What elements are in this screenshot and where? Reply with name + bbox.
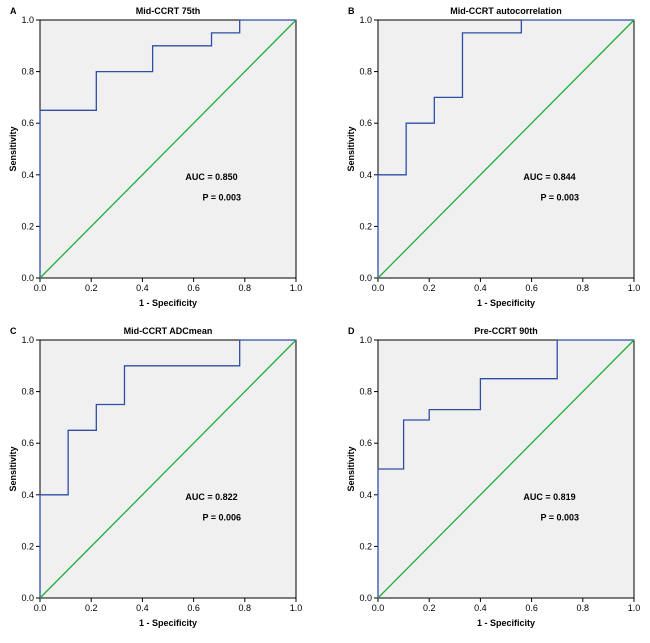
x-tick-label: 1.0 <box>628 603 641 613</box>
x-tick-label: 0.6 <box>187 603 200 613</box>
y-tick-label: 0.6 <box>21 118 34 128</box>
panel-letter: B <box>348 6 355 16</box>
y-tick-label: 0.2 <box>21 221 34 231</box>
y-tick-label: 1.0 <box>359 15 372 25</box>
x-tick-label: 0.0 <box>34 603 47 613</box>
annotation: AUC = 0.850 <box>185 172 237 182</box>
panel: D Pre-CCRT 90th 1 - Specificity Sensitivity… <box>346 326 640 628</box>
y-axis-label: Sensitivity <box>346 446 356 491</box>
x-tick-label: 0.6 <box>187 283 200 293</box>
y-tick-label: 0.6 <box>359 118 372 128</box>
panel-letter: C <box>10 326 17 336</box>
annotation: AUC = 0.844 <box>523 172 575 182</box>
panel: B Mid-CCRT autocorrelation 1 - Specificity… <box>346 6 640 308</box>
y-tick-label: 1.0 <box>359 335 372 345</box>
chart-title: Mid-CCRT ADCmean <box>124 326 213 336</box>
annotation: AUC = 0.822 <box>185 492 237 502</box>
y-tick-label: 0.8 <box>359 67 372 77</box>
reference-line <box>39 339 297 599</box>
x-tick-label: 1.0 <box>290 283 303 293</box>
chart-title: Pre-CCRT 90th <box>474 326 538 336</box>
annotation: P = 0.003 <box>540 193 579 203</box>
x-tick-label: 0.2 <box>85 603 98 613</box>
y-tick-label: 0.8 <box>21 67 34 77</box>
chart-title: Mid-CCRT autocorrelation <box>450 6 562 16</box>
y-tick-label: 0.8 <box>21 387 34 397</box>
x-axis-label: 1 - Specificity <box>139 618 197 628</box>
roc-curve <box>39 339 296 598</box>
x-axis-label: 1 - Specificity <box>477 298 535 308</box>
y-tick-label: 0.4 <box>359 170 372 180</box>
y-tick-label: 0.4 <box>21 490 34 500</box>
reference-line <box>39 19 297 279</box>
y-tick-label: 0.4 <box>21 170 34 180</box>
y-tick-label: 0.8 <box>359 387 372 397</box>
y-tick-label: 0.0 <box>21 593 34 603</box>
annotation: AUC = 0.819 <box>523 492 575 502</box>
x-tick-label: 0.8 <box>577 283 590 293</box>
x-tick-label: 0.4 <box>474 603 487 613</box>
y-tick-label: 0.0 <box>21 273 34 283</box>
panel: A Mid-CCRT 75th 1 - Specificity Sensitivity… <box>8 6 302 308</box>
x-tick-label: 0.0 <box>372 603 385 613</box>
y-axis-label: Sensitivity <box>8 126 18 171</box>
x-tick-label: 1.0 <box>290 603 303 613</box>
y-tick-label: 0.2 <box>359 541 372 551</box>
x-axis-label: 1 - Specificity <box>139 298 197 308</box>
y-axis-label: Sensitivity <box>346 126 356 171</box>
x-tick-label: 0.8 <box>577 603 590 613</box>
x-tick-label: 0.0 <box>34 283 47 293</box>
y-axis-label: Sensitivity <box>8 446 18 491</box>
y-tick-label: 0.6 <box>21 438 34 448</box>
x-axis-label: 1 - Specificity <box>477 618 535 628</box>
panel-letter: D <box>348 326 355 336</box>
y-tick-label: 0.0 <box>359 593 372 603</box>
x-tick-label: 0.0 <box>372 283 385 293</box>
x-tick-label: 0.8 <box>239 283 252 293</box>
x-tick-label: 0.2 <box>423 603 436 613</box>
annotation: P = 0.003 <box>540 513 579 523</box>
roc-curve <box>377 339 634 598</box>
x-tick-label: 0.6 <box>525 603 538 613</box>
annotation: P = 0.003 <box>202 193 241 203</box>
roc-curve <box>377 19 634 278</box>
x-tick-label: 0.4 <box>136 603 149 613</box>
x-tick-label: 1.0 <box>628 283 641 293</box>
y-tick-label: 0.2 <box>359 221 372 231</box>
reference-line <box>377 339 635 599</box>
x-tick-label: 0.4 <box>474 283 487 293</box>
x-tick-label: 0.6 <box>525 283 538 293</box>
panel: C Mid-CCRT ADCmean 1 - Specificity Sensitiv… <box>8 326 302 628</box>
x-tick-label: 0.8 <box>239 603 252 613</box>
x-tick-label: 0.2 <box>423 283 436 293</box>
y-tick-label: 0.4 <box>359 490 372 500</box>
chart-title: Mid-CCRT 75th <box>136 6 201 16</box>
y-tick-label: 1.0 <box>21 15 34 25</box>
y-tick-label: 0.0 <box>359 273 372 283</box>
x-tick-label: 0.4 <box>136 283 149 293</box>
x-tick-label: 0.2 <box>85 283 98 293</box>
y-tick-label: 0.6 <box>359 438 372 448</box>
roc-curve <box>39 19 296 278</box>
y-tick-label: 0.2 <box>21 541 34 551</box>
reference-line <box>377 19 635 279</box>
y-tick-label: 1.0 <box>21 335 34 345</box>
panel-letter: A <box>10 6 17 16</box>
annotation: P = 0.006 <box>202 513 241 523</box>
